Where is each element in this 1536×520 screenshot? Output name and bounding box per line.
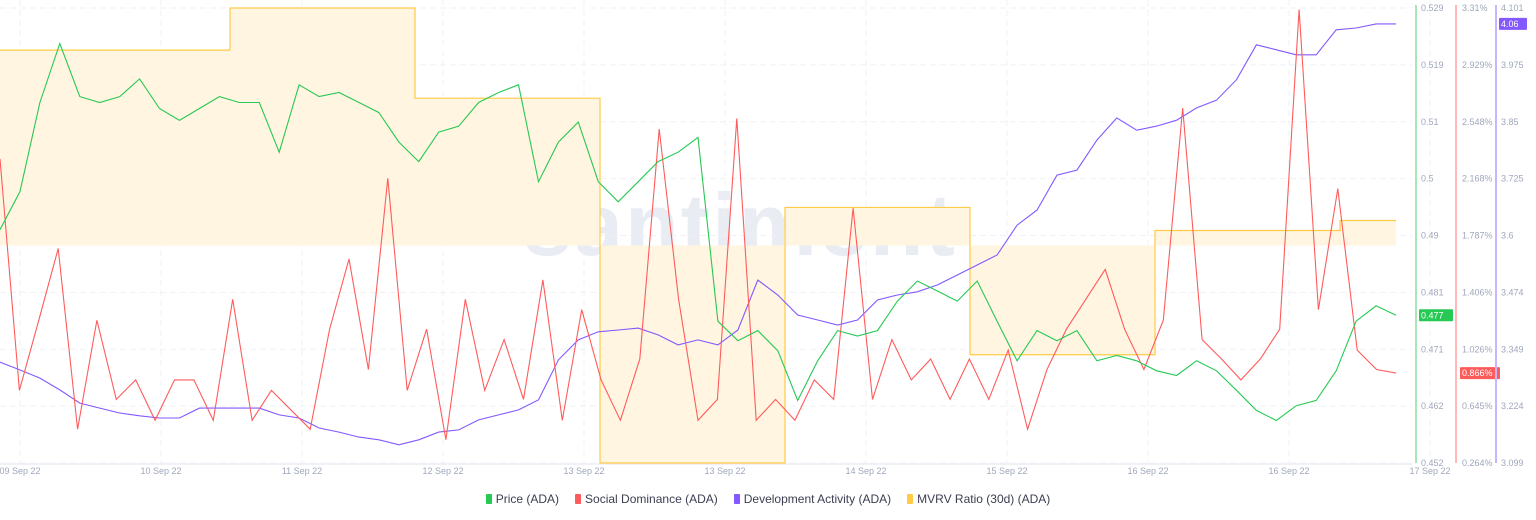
- legend-item[interactable]: Social Dominance (ADA): [575, 492, 718, 506]
- x-tick-label: 16 Sep 22: [1268, 466, 1309, 476]
- legend-item[interactable]: Price (ADA): [485, 492, 560, 506]
- last-value-label-social: 0.866%: [1462, 368, 1493, 378]
- mvrv-area: [1155, 230, 1340, 246]
- legend: Price (ADA) Social Dominance (ADA) Develop…: [0, 492, 1536, 506]
- axis-tick-price: 0.462: [1421, 401, 1444, 411]
- axis-tick-social: 2.929%: [1462, 60, 1493, 70]
- axis-tick-dev: 3.349: [1501, 344, 1524, 354]
- legend-swatch: [733, 494, 740, 504]
- axis-tick-dev: 3.85: [1501, 117, 1519, 127]
- x-tick-label: 16 Sep 22: [1127, 466, 1168, 476]
- x-tick-label: 13 Sep 22: [704, 466, 745, 476]
- legend-item[interactable]: Development Activity (ADA): [733, 492, 892, 506]
- legend-label: Social Dominance (ADA): [585, 492, 718, 506]
- axis-tick-price: 0.529: [1421, 3, 1444, 13]
- last-value-badge-dev: [1499, 17, 1527, 30]
- legend-swatch: [485, 494, 492, 504]
- series-line-social: [0, 9, 1397, 440]
- axis-tick-price: 0.51: [1421, 117, 1439, 127]
- axis-tick-dev: 3.099: [1501, 458, 1524, 468]
- legend-swatch: [575, 494, 582, 504]
- axis-tick-social: 2.168%: [1462, 174, 1493, 184]
- axis-tick-price: 0.5: [1421, 174, 1434, 184]
- axis-tick-dev: 3.474: [1501, 287, 1524, 297]
- x-tick-label: 17 Sep 22: [1409, 466, 1450, 476]
- x-tick-label: 09 Sep 22: [0, 466, 41, 476]
- mvrv-line: [0, 7, 1396, 464]
- x-tick-label: 15 Sep 22: [986, 466, 1027, 476]
- axis-tick-price: 0.471: [1421, 344, 1444, 354]
- mvrv-area: [0, 50, 230, 246]
- axis-tick-price: 0.481: [1421, 287, 1444, 297]
- x-tick-label: 13 Sep 22: [563, 466, 604, 476]
- axis-tick-social: 3.31%: [1462, 3, 1488, 13]
- legend-label: Development Activity (ADA): [743, 492, 892, 506]
- axis-tick-dev: 3.725: [1501, 174, 1524, 184]
- axis-tick-price: 0.519: [1421, 60, 1444, 70]
- chart-svg: santiment 09 Sep 22 10 Sep 22 11 Sep 22 12 …: [0, 0, 1527, 476]
- axis-tick-social: 0.645%: [1462, 401, 1493, 411]
- axis-tick-dev: 4.101: [1501, 3, 1524, 13]
- legend-item[interactable]: MVRV Ratio (30d) (ADA): [907, 492, 1050, 506]
- axis-tick-dev: 3.224: [1501, 401, 1524, 411]
- legend-swatch: [907, 494, 914, 504]
- last-value-badge-social: [1460, 367, 1500, 380]
- axis-tick-dev: 3.975: [1501, 60, 1524, 70]
- axis-tick-social: 2.548%: [1462, 117, 1493, 127]
- axis-tick-dev: 3.6: [1501, 231, 1514, 241]
- axis-tick-social: 0.264%: [1462, 458, 1493, 468]
- last-value-badge-price: [1419, 309, 1453, 322]
- x-tick-label: 14 Sep 22: [845, 466, 886, 476]
- mvrv-area: [600, 245, 785, 463]
- axis-tick-social: 1.026%: [1462, 344, 1493, 354]
- x-tick-label: 12 Sep 22: [422, 466, 463, 476]
- mvrv-area: [415, 98, 600, 246]
- legend-label: MVRV Ratio (30d) (ADA): [917, 492, 1051, 506]
- mvrv-area: [230, 8, 415, 246]
- last-value-label-price: 0.477: [1421, 310, 1444, 320]
- axis-tick-social: 1.787%: [1462, 231, 1493, 241]
- last-value-label-dev: 4.06: [1501, 19, 1519, 29]
- series-line-price: [0, 41, 1397, 422]
- x-axis-line: [0, 463, 1412, 465]
- series-line-dev: [0, 23, 1396, 446]
- axis-tick-social: 1.406%: [1462, 287, 1493, 297]
- axis-tick-price: 0.452: [1421, 458, 1444, 468]
- x-tick-label: 10 Sep 22: [140, 466, 181, 476]
- axis-tick-price: 0.49: [1421, 231, 1439, 241]
- mvrv-area: [785, 207, 970, 246]
- x-tick-label: 11 Sep 22: [282, 466, 322, 476]
- mvrv-area: [1340, 220, 1396, 246]
- legend-label: Price (ADA): [495, 492, 560, 506]
